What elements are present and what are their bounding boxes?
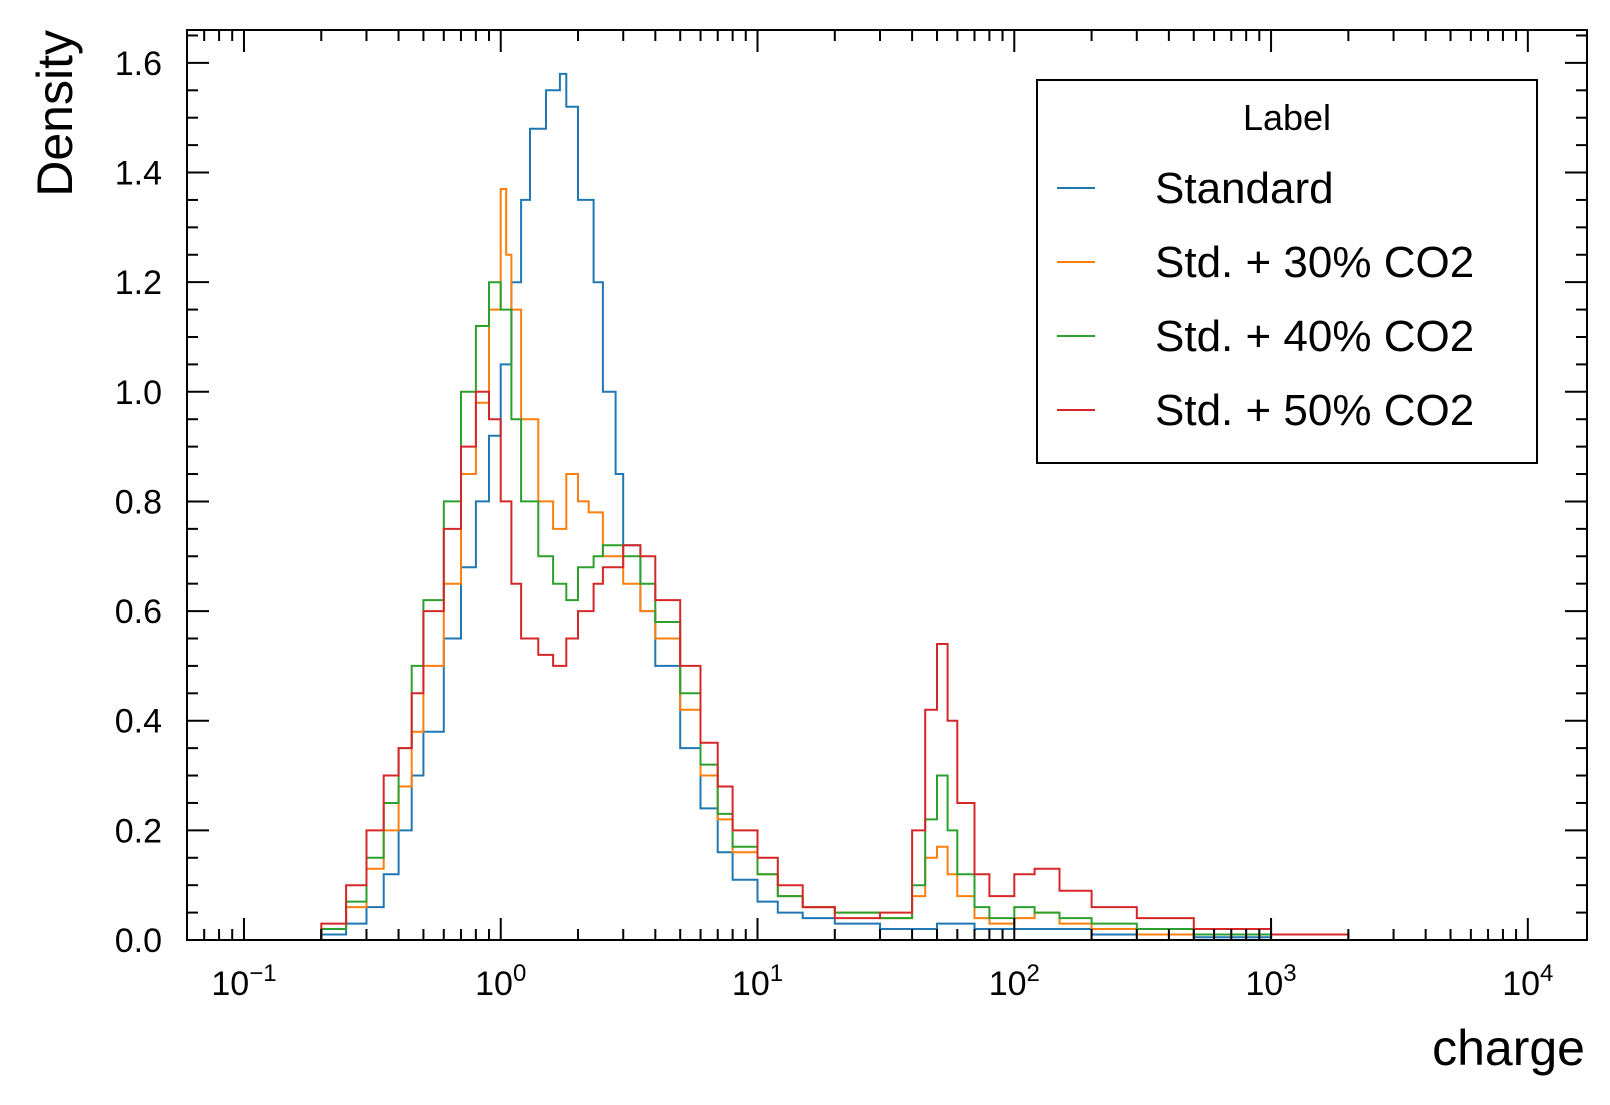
x-tick-label-base: 10 <box>1502 965 1540 1003</box>
plot-frame <box>186 29 1588 941</box>
x-tick-label-exponent: −1 <box>249 960 276 987</box>
y-axis-label: Density <box>27 30 83 197</box>
legend-label: Std. + 30% CO2 <box>1155 238 1474 287</box>
x-tick-label-base: 10 <box>1245 965 1283 1003</box>
x-tick-label-exponent: 4 <box>1540 960 1553 987</box>
x-axis-label: charge <box>1432 1020 1585 1076</box>
x-tick-label: 101 <box>732 960 783 1003</box>
x-tick-label-exponent: 1 <box>770 960 783 987</box>
x-tick-labels: 10−1 100 101 102 103 104 <box>211 960 1553 1003</box>
legend-label: Standard <box>1155 164 1334 213</box>
y-tick-label: 0.4 <box>115 703 162 741</box>
y-tick-label: 1.6 <box>115 45 162 83</box>
ticks-layer <box>186 30 1587 941</box>
legend-label: Std. + 50% CO2 <box>1155 386 1474 435</box>
legend-entries: Standard Std. + 30% CO2 Std. + 40% CO2 Std.… <box>1057 164 1474 435</box>
x-tick-label: 100 <box>475 960 526 1003</box>
x-tick-label: 102 <box>989 960 1040 1003</box>
legend-title: Label <box>1243 97 1331 138</box>
y-tick-label: 1.0 <box>115 374 162 412</box>
x-tick-label-base: 10 <box>211 965 249 1003</box>
y-tick-label: 1.4 <box>115 155 162 193</box>
legend-label: Std. + 40% CO2 <box>1155 312 1474 361</box>
y-tick-labels: 0.0 0.2 0.4 0.6 0.8 1.0 1.2 1.4 1.6 <box>115 45 162 960</box>
x-tick-label-base: 10 <box>732 965 770 1003</box>
y-tick-label: 0.2 <box>115 812 162 850</box>
y-tick-label: 0.0 <box>115 922 162 960</box>
x-tick-label: 104 <box>1502 960 1553 1003</box>
x-tick-label-base: 10 <box>475 965 513 1003</box>
x-tick-label: 103 <box>1245 960 1296 1003</box>
series-line-4 <box>289 390 1350 941</box>
y-tick-label: 1.2 <box>115 264 162 302</box>
legend: Label Standard Std. + 30% CO2 Std. + 40% C… <box>1036 79 1538 464</box>
x-tick-label: 10−1 <box>211 960 276 1003</box>
x-tick-label-exponent: 3 <box>1283 960 1296 987</box>
x-tick-label-base: 10 <box>989 965 1027 1003</box>
y-tick-label: 0.8 <box>115 483 162 521</box>
legend-box <box>1036 79 1538 464</box>
x-tick-label-exponent: 2 <box>1027 960 1040 987</box>
x-tick-label-exponent: 0 <box>513 960 526 987</box>
y-tick-label: 0.6 <box>115 593 162 631</box>
